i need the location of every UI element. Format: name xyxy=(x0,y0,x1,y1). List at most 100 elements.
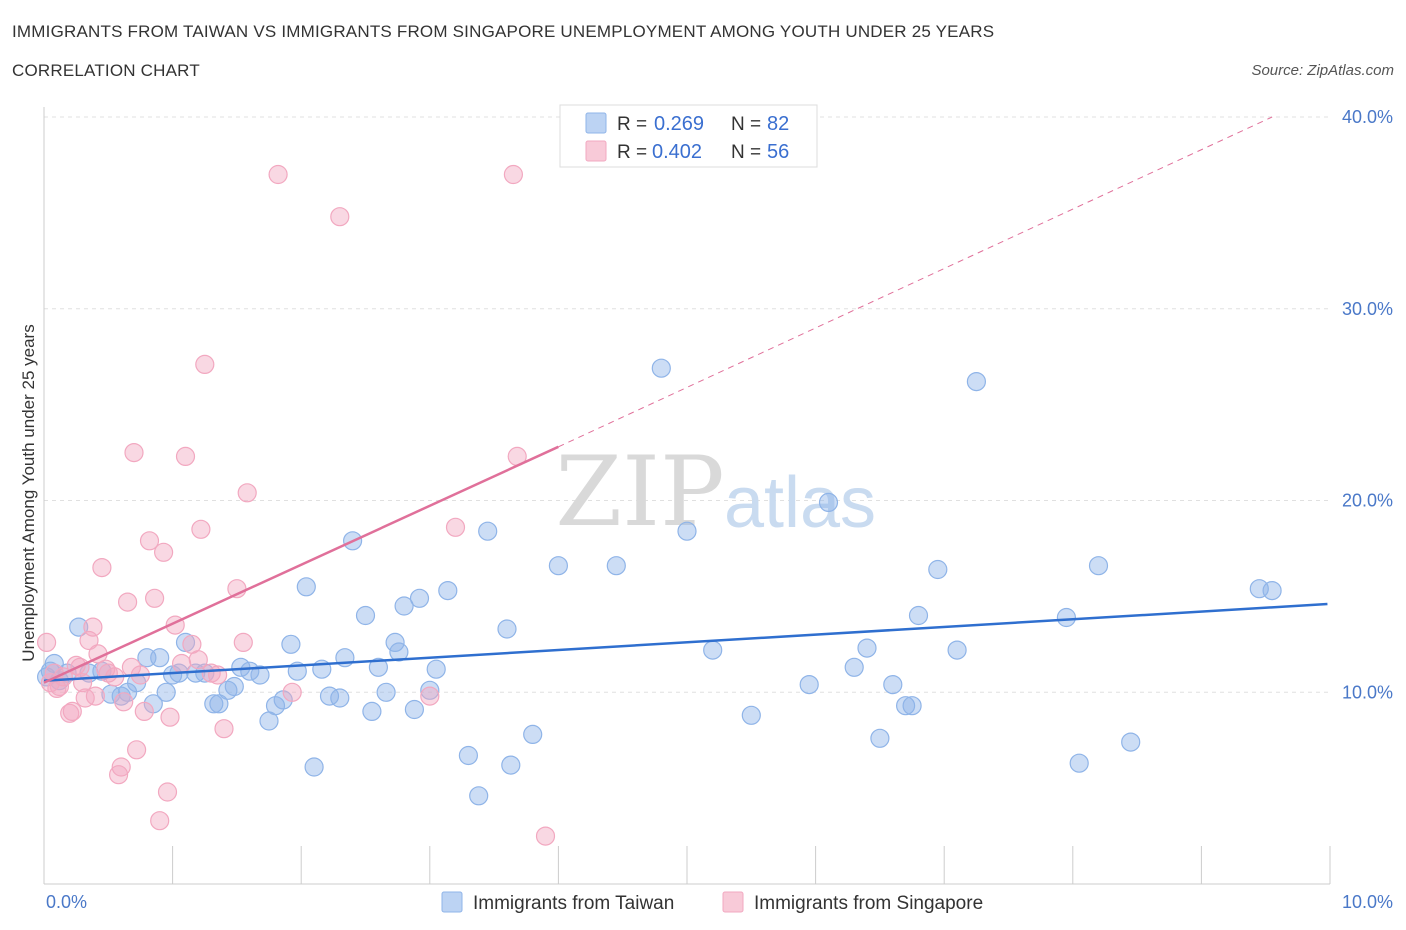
data-point xyxy=(1069,753,1089,773)
legend-swatch-singapore xyxy=(585,140,607,162)
legend-r-label-taiwan: R = xyxy=(617,114,647,135)
data-point xyxy=(703,640,723,660)
data-point xyxy=(947,640,967,660)
y-axis-label: Unemployment Among Youth under 25 years xyxy=(19,324,38,661)
data-point xyxy=(1262,580,1282,601)
data-point xyxy=(111,757,131,777)
data-point xyxy=(438,580,458,601)
data-point xyxy=(966,372,987,392)
data-point xyxy=(420,680,440,700)
data-point xyxy=(409,588,430,608)
watermark: ZIP atlas xyxy=(555,436,876,548)
y-tick-label: 10.0% xyxy=(1342,682,1393,702)
series-legend: Immigrants from Taiwan Immigrants from S… xyxy=(441,891,983,914)
legend-n-label-taiwan: N = xyxy=(731,114,761,135)
data-point xyxy=(503,164,524,185)
data-point xyxy=(469,786,489,806)
data-point xyxy=(204,694,224,714)
series-singapore xyxy=(36,164,556,846)
trend-layer xyxy=(43,116,1328,684)
data-point xyxy=(420,686,440,706)
data-point xyxy=(47,678,67,699)
data-point xyxy=(857,638,877,658)
bottom-legend-label-taiwan: Immigrants from Taiwan xyxy=(473,893,674,914)
legend-n-value-singapore: 56 xyxy=(767,141,789,163)
data-point xyxy=(85,686,106,706)
legend-n-value-taiwan: 82 xyxy=(767,113,789,135)
bottom-legend-swatch-singapore xyxy=(722,891,744,913)
data-point xyxy=(376,682,396,702)
legend-r-label-singapore: R = xyxy=(617,142,647,163)
data-point xyxy=(175,446,196,466)
data-point xyxy=(265,696,286,716)
axis-layer: 10.0% 20.0% 30.0% 40.0% 0.0% 10.0% xyxy=(43,107,1393,912)
data-point xyxy=(296,577,316,597)
data-point xyxy=(160,707,180,727)
data-point xyxy=(497,619,517,639)
data-point xyxy=(445,517,466,537)
grid-layer xyxy=(44,116,1330,693)
data-point xyxy=(195,354,215,374)
data-point xyxy=(426,659,446,679)
data-point xyxy=(108,765,129,785)
data-point xyxy=(478,521,498,541)
data-point xyxy=(1088,556,1109,576)
y-tick-label: 20.0% xyxy=(1342,491,1393,511)
data-point xyxy=(150,811,170,831)
data-point xyxy=(389,642,409,662)
data-point xyxy=(355,605,376,626)
data-point xyxy=(895,696,916,716)
chart-subtitle: CORRELATION CHART xyxy=(12,61,200,80)
points-layer xyxy=(36,164,1282,846)
data-point xyxy=(150,648,170,668)
x-tick-label-max: 10.0% xyxy=(1342,892,1393,912)
data-point xyxy=(535,826,556,846)
data-point xyxy=(156,682,176,702)
x-tick-label-min: 0.0% xyxy=(46,892,87,912)
legend-r-value-singapore: 0.402 xyxy=(652,141,702,163)
data-point xyxy=(214,719,234,739)
legend-swatch-taiwan xyxy=(585,112,607,134)
data-point xyxy=(908,605,929,626)
y-tick-label: 30.0% xyxy=(1342,299,1393,319)
data-point xyxy=(394,596,414,616)
data-point xyxy=(282,682,302,702)
data-point xyxy=(362,701,382,722)
legend-n-label-singapore: N = xyxy=(731,142,761,163)
data-point xyxy=(677,521,697,541)
data-point xyxy=(523,724,543,745)
data-point xyxy=(281,634,301,654)
bottom-legend-label-singapore: Immigrants from Singapore xyxy=(754,893,983,914)
trend-line-taiwan xyxy=(43,602,1328,682)
chart-title: IMMIGRANTS FROM TAIWAN VS IMMIGRANTS FRO… xyxy=(12,22,995,41)
data-point xyxy=(237,483,257,503)
data-point xyxy=(134,701,154,722)
bottom-legend-swatch-taiwan xyxy=(441,891,463,913)
data-point xyxy=(902,696,922,716)
data-point xyxy=(62,701,82,722)
data-point xyxy=(92,557,112,578)
trend-line-singapore xyxy=(43,445,559,684)
data-point xyxy=(36,632,57,653)
data-point xyxy=(208,665,228,685)
data-point xyxy=(870,728,890,748)
data-point xyxy=(233,632,253,653)
data-point xyxy=(651,358,671,378)
data-point xyxy=(154,542,174,562)
data-point xyxy=(385,632,405,653)
data-point xyxy=(501,755,521,775)
data-point xyxy=(606,556,626,576)
data-point xyxy=(250,665,270,685)
data-point xyxy=(127,740,147,760)
data-point xyxy=(268,164,288,185)
data-point xyxy=(124,443,144,463)
data-point xyxy=(458,745,478,766)
data-point xyxy=(330,207,350,227)
data-point xyxy=(139,531,160,551)
data-point xyxy=(114,692,134,712)
data-point xyxy=(404,699,424,720)
data-point xyxy=(883,674,903,695)
data-point xyxy=(157,782,178,802)
data-point xyxy=(548,556,569,576)
